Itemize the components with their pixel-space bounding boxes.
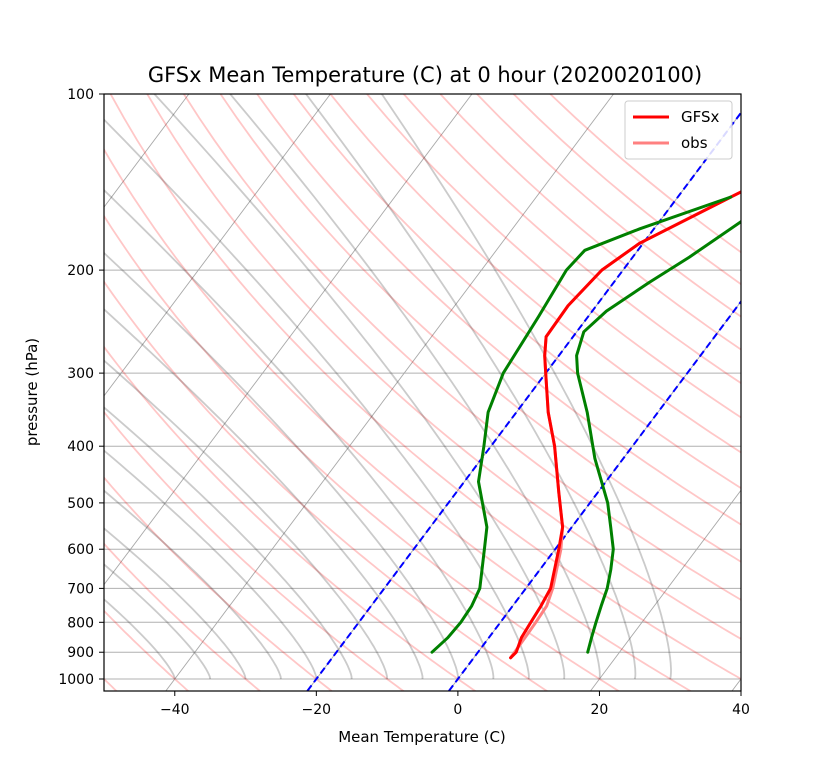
isotherm-gridline bbox=[731, 678, 741, 691]
grid-lines bbox=[104, 94, 741, 691]
dry-adiabat-line bbox=[104, 410, 405, 691]
moist-adiabat-line bbox=[153, 94, 566, 680]
y-tick-label: 100 bbox=[67, 87, 94, 103]
y-tick-label: 700 bbox=[67, 581, 94, 597]
y-tick-label: 600 bbox=[67, 542, 94, 558]
dry-adiabat-line bbox=[403, 94, 741, 385]
dry-adiabat-line bbox=[366, 94, 741, 419]
isotherm-gridline bbox=[165, 94, 614, 691]
moist-adiabat-line bbox=[104, 118, 530, 680]
moist-adiabat-line bbox=[104, 598, 176, 680]
moist-adiabat-line bbox=[104, 527, 247, 680]
legend-label-obs: obs bbox=[681, 134, 708, 152]
dry-adiabat-line bbox=[104, 345, 477, 691]
dry-adiabat-line bbox=[183, 94, 741, 601]
dry-adiabat-line bbox=[219, 94, 741, 563]
y-axis-ticks: 100 200 300 400 500 600 700 800 900 1000 bbox=[58, 87, 104, 688]
moist-adiabat-line bbox=[381, 94, 672, 680]
legend: GFSx obs bbox=[624, 100, 733, 160]
y-tick-label: 300 bbox=[67, 366, 94, 382]
y-tick-label: 500 bbox=[67, 496, 94, 512]
moist-adiabat-line bbox=[104, 359, 388, 680]
x-tick-label: −40 bbox=[160, 702, 190, 718]
x-tick-label: −20 bbox=[302, 702, 332, 718]
x-axis-label: Mean Temperature (C) bbox=[338, 728, 506, 746]
dry-adiabat-line bbox=[329, 94, 741, 454]
reference-dashed-line bbox=[448, 299, 741, 691]
moist-adiabat-line bbox=[305, 94, 637, 680]
isotherm-gridline bbox=[590, 489, 741, 691]
dry-adiabat-line bbox=[256, 94, 741, 526]
dry-adiabat-line bbox=[146, 94, 741, 640]
moist-adiabat-line bbox=[104, 308, 424, 679]
series-line-green-right bbox=[575, 219, 741, 654]
chart-title: GFSx Mean Temperature (C) at 0 hour (202… bbox=[148, 63, 702, 87]
moist-adiabat-line bbox=[104, 449, 318, 680]
dry-adiabat-line bbox=[104, 542, 261, 691]
dry-adiabat-line bbox=[439, 94, 741, 351]
x-tick-label: 40 bbox=[732, 702, 750, 718]
dry-adiabat-line bbox=[104, 280, 548, 691]
isotherm-gridline bbox=[104, 94, 190, 208]
reference-dashed-lines bbox=[306, 111, 741, 691]
y-tick-label: 1000 bbox=[58, 672, 94, 688]
y-tick-label: 400 bbox=[67, 439, 94, 455]
dry-adiabat-line bbox=[109, 94, 741, 681]
dry-adiabat-line bbox=[104, 476, 333, 691]
moist-adiabat-line bbox=[104, 563, 212, 680]
moist-adiabat-line bbox=[104, 188, 495, 680]
series-line-green-left bbox=[430, 195, 733, 654]
dry-adiabat-line bbox=[549, 94, 741, 254]
y-axis-label: pressure (hPa) bbox=[23, 338, 41, 446]
background-reference-lines bbox=[104, 94, 741, 691]
legend-label-gfsx: GFSx bbox=[681, 108, 720, 126]
x-tick-label: 20 bbox=[591, 702, 609, 718]
isotherm-gridline bbox=[104, 94, 331, 397]
dry-adiabat-line bbox=[104, 147, 692, 691]
y-tick-label: 900 bbox=[67, 645, 94, 661]
x-axis-ticks: −40 −20 0 20 40 bbox=[160, 691, 750, 718]
y-tick-label: 200 bbox=[67, 263, 94, 279]
dry-adiabat-line bbox=[104, 609, 190, 691]
series-line-gfsx bbox=[509, 190, 741, 660]
moist-adiabat-line bbox=[104, 489, 282, 680]
plot-frame bbox=[103, 93, 742, 692]
moist-adiabat-line bbox=[104, 251, 459, 679]
series-layer bbox=[430, 190, 741, 660]
moist-adiabat-line bbox=[104, 406, 353, 680]
isotherm-gridline bbox=[104, 94, 473, 586]
dry-adiabat-line bbox=[104, 677, 118, 691]
x-tick-label: 0 bbox=[453, 702, 462, 718]
dry-adiabat-line bbox=[512, 94, 741, 286]
isotherm-gridline bbox=[448, 300, 741, 691]
y-tick-label: 800 bbox=[67, 615, 94, 631]
reference-dashed-line bbox=[306, 111, 741, 691]
dry-adiabat-line bbox=[104, 214, 620, 691]
